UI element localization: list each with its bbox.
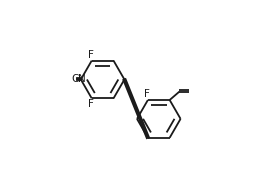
Text: N: N	[78, 75, 86, 84]
Text: F: F	[144, 89, 150, 100]
Text: F: F	[88, 50, 94, 60]
Text: F: F	[88, 99, 94, 109]
Text: C: C	[71, 75, 79, 84]
